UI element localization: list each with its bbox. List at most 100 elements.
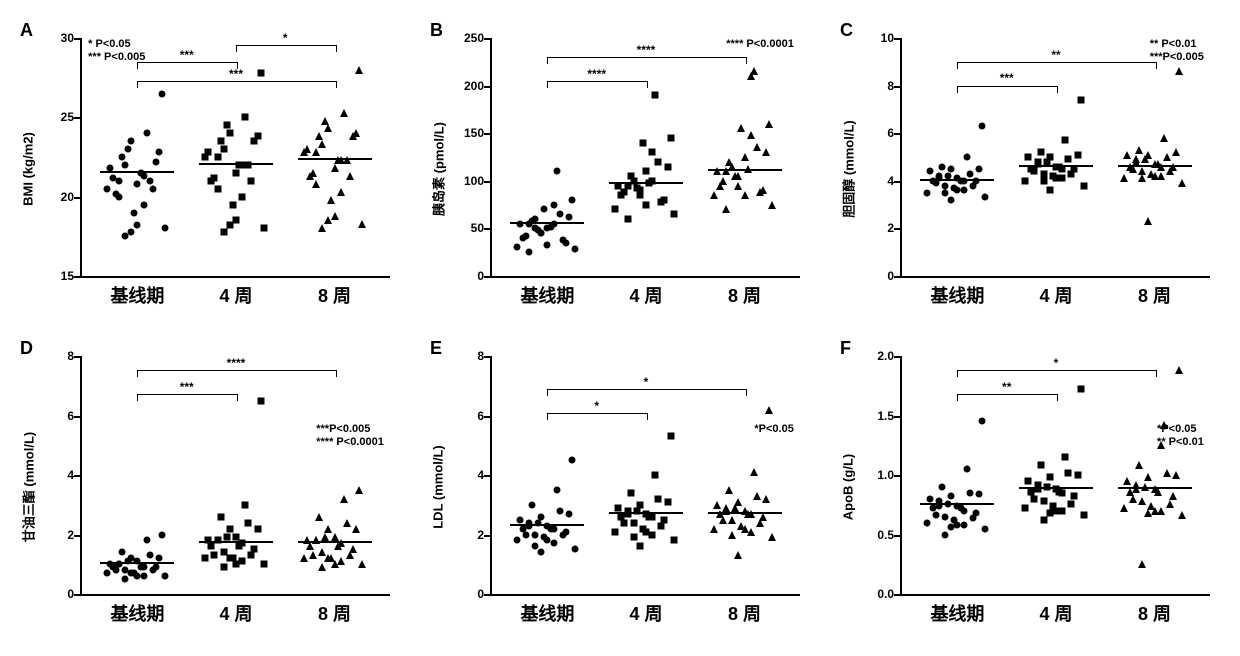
data-point xyxy=(982,525,989,532)
xtick-label: 基线期 xyxy=(520,282,574,308)
data-point xyxy=(233,217,240,224)
data-point xyxy=(226,525,233,532)
data-point xyxy=(1135,146,1143,154)
data-point xyxy=(1025,154,1032,161)
data-point xyxy=(627,489,634,496)
data-point xyxy=(318,563,326,571)
significance-label: *** xyxy=(180,48,194,62)
chart-area: 050100150200250基线期4 周8 周************ P<0… xyxy=(490,38,800,278)
median-line xyxy=(1019,487,1093,489)
data-point xyxy=(315,132,323,140)
data-point xyxy=(220,564,227,571)
data-point xyxy=(942,531,949,538)
xtick-label: 基线期 xyxy=(110,282,164,308)
significance-label: ** xyxy=(1051,48,1060,62)
ytick-label: 10 xyxy=(881,31,894,45)
significance-label: * xyxy=(644,375,649,389)
data-point xyxy=(960,187,967,194)
data-point xyxy=(257,397,264,404)
data-point xyxy=(1071,493,1078,500)
data-point xyxy=(233,169,240,176)
data-point xyxy=(159,531,166,538)
ytick-label: 6 xyxy=(477,409,484,423)
data-point xyxy=(1025,477,1032,484)
data-point xyxy=(1138,560,1146,568)
data-point xyxy=(747,131,755,139)
panel-letter: D xyxy=(20,338,33,359)
significance-legend: ***P<0.005 **** P<0.0001 xyxy=(316,423,384,449)
data-point xyxy=(630,519,637,526)
data-point xyxy=(1040,177,1047,184)
data-point xyxy=(1074,151,1081,158)
data-point xyxy=(658,522,665,529)
significance-legend: **** P<0.0001 xyxy=(726,38,794,51)
data-point xyxy=(747,72,755,80)
data-point xyxy=(572,546,579,553)
data-point xyxy=(1040,517,1047,524)
data-point xyxy=(331,560,339,568)
panel-letter: A xyxy=(20,20,33,41)
median-line xyxy=(920,179,994,181)
data-point xyxy=(1059,489,1066,496)
data-point xyxy=(719,177,727,185)
chart-area: 02468基线期4 周8 周**********P<0.005 **** P<0… xyxy=(80,356,390,596)
data-point xyxy=(254,133,261,140)
data-point xyxy=(538,549,545,556)
data-point xyxy=(710,191,718,199)
chart-area: 0.00.51.01.52.0基线期4 周8 周****P<0.05 ** P<… xyxy=(900,356,1210,596)
significance-legend: ** P<0.01 ***P<0.005 xyxy=(1150,38,1204,64)
data-point xyxy=(753,143,761,151)
data-point xyxy=(1120,174,1128,182)
data-point xyxy=(926,168,933,175)
data-point xyxy=(156,149,163,156)
median-line xyxy=(510,222,584,224)
data-point xyxy=(115,177,122,184)
ytick-label: 4 xyxy=(477,468,484,482)
data-point xyxy=(1065,156,1072,163)
data-point xyxy=(309,169,317,177)
ytick-label: 2 xyxy=(477,528,484,542)
data-point xyxy=(1129,495,1137,503)
data-point xyxy=(1178,511,1186,519)
data-point xyxy=(731,172,739,180)
data-point xyxy=(728,531,736,539)
data-point xyxy=(643,201,650,208)
data-point xyxy=(664,163,671,170)
significance-label: **** xyxy=(587,67,606,81)
data-point xyxy=(245,519,252,526)
data-point xyxy=(229,201,236,208)
data-point xyxy=(303,145,311,153)
data-point xyxy=(728,516,736,524)
data-point xyxy=(1166,500,1174,508)
data-point xyxy=(954,521,961,528)
significance-bracket xyxy=(137,394,238,401)
data-point xyxy=(260,561,267,568)
data-point xyxy=(948,165,955,172)
xtick-label: 4 周 xyxy=(629,282,662,308)
ytick-label: 15 xyxy=(61,269,74,283)
data-point xyxy=(1166,167,1174,175)
data-point xyxy=(522,233,529,240)
data-point xyxy=(559,531,566,538)
data-point xyxy=(750,468,758,476)
data-point xyxy=(658,198,665,205)
data-point xyxy=(331,164,339,172)
data-point xyxy=(982,194,989,201)
data-point xyxy=(1144,217,1152,225)
data-point xyxy=(768,533,776,541)
data-point xyxy=(556,507,563,514)
data-point xyxy=(340,495,348,503)
ytick-label: 6 xyxy=(67,409,74,423)
data-point xyxy=(572,246,579,253)
data-point xyxy=(1080,512,1087,519)
panel-E: ELDL (mmol/L)02468基线期4 周8 周***P<0.05 xyxy=(430,338,810,636)
significance-bracket xyxy=(236,45,337,52)
data-point xyxy=(643,528,650,535)
data-point xyxy=(615,504,622,511)
y-axis-label: 胰岛素 (pmol/L) xyxy=(429,122,448,216)
significance-bracket xyxy=(547,413,648,420)
data-point xyxy=(948,196,955,203)
xtick-label: 8 周 xyxy=(728,600,761,626)
data-point xyxy=(765,120,773,128)
data-point xyxy=(324,525,332,533)
